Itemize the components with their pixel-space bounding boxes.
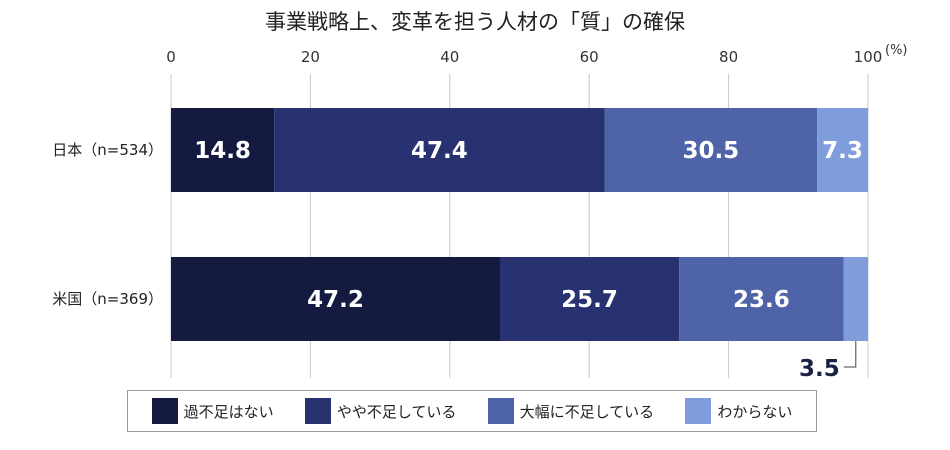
- x-tick-label: 60: [580, 48, 599, 66]
- data-label: 7.3: [822, 138, 863, 164]
- bar-segment: [679, 257, 844, 341]
- legend-item: やや不足している: [304, 398, 457, 424]
- data-label: 23.6: [733, 287, 790, 313]
- legend-swatch: [685, 398, 712, 424]
- bar-segment: [817, 108, 868, 192]
- x-tick-label: 100: [854, 48, 883, 66]
- category-label: 日本（n=534）: [52, 141, 163, 159]
- bar-segment: [171, 257, 500, 341]
- legend: 過不足はない やや不足している 大幅に不足している わからない: [127, 390, 817, 432]
- bar-segment: [171, 108, 275, 192]
- legend-item: わからない: [685, 398, 792, 424]
- data-label-leader: [843, 341, 857, 368]
- data-label: 3.5: [799, 356, 840, 382]
- data-label: 30.5: [682, 138, 739, 164]
- legend-label: やや不足している: [336, 402, 457, 421]
- data-label: 25.7: [561, 287, 618, 313]
- x-tick-label: 40: [440, 48, 459, 66]
- x-unit-label: (%): [885, 43, 908, 58]
- legend-item: 大幅に不足している: [487, 398, 655, 424]
- legend-item: 過不足はない: [151, 398, 274, 424]
- x-tick-label: 0: [166, 48, 176, 66]
- legend-label: 過不足はない: [183, 402, 274, 421]
- x-tick-label: 20: [301, 48, 320, 66]
- legend-label: わからない: [717, 402, 793, 421]
- category-label: 米国（n=369）: [52, 290, 163, 308]
- data-label: 14.8: [194, 138, 251, 164]
- legend-label: 大幅に不足している: [519, 402, 655, 421]
- legend-swatch: [487, 398, 514, 424]
- chart-title: 事業戦略上、変革を担う人材の「質」の確保: [265, 10, 685, 34]
- bar-segment: [499, 257, 680, 341]
- legend-swatch: [151, 398, 178, 424]
- bar-segment: [274, 108, 605, 192]
- data-label: 47.4: [411, 138, 468, 164]
- x-tick-label: 80: [719, 48, 738, 66]
- bar-segment: [843, 257, 868, 341]
- data-label: 47.2: [307, 287, 364, 313]
- legend-swatch: [304, 398, 331, 424]
- bar-segment: [604, 108, 818, 192]
